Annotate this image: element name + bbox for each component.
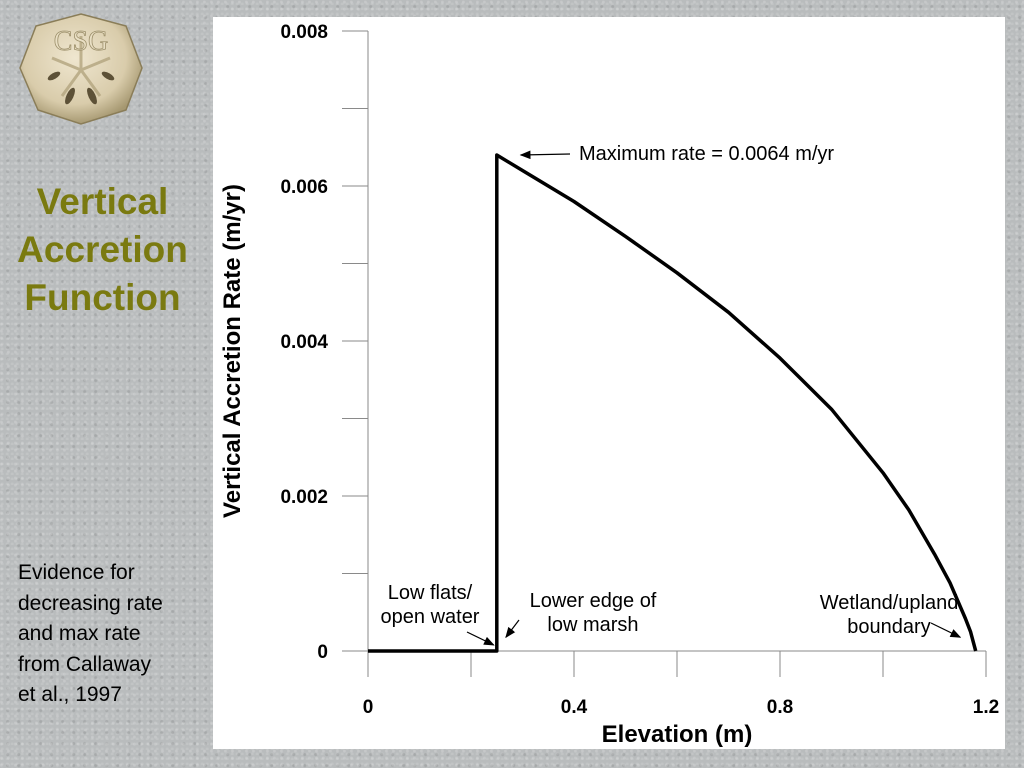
annotation-arrow-1 [519, 150, 571, 160]
annotation-line: low marsh [547, 614, 638, 636]
x-axis-title: Elevation (m) [602, 721, 753, 748]
x-tick-label: 0.8 [767, 697, 793, 718]
annotation-text-2: Low flats/open water [381, 582, 480, 628]
slide-title: Vertical Accretion Function [17, 181, 188, 318]
x-tick-label: 1.2 [973, 697, 999, 718]
annotation-text-1: Maximum rate = 0.0064 m/yr [579, 143, 834, 165]
annotation-line: Low flats/ [388, 582, 473, 604]
annotation-arrow-3 [505, 619, 520, 639]
y-tick-label: 0.002 [280, 487, 328, 508]
annotation-text-3: Lower edge of low marsh [530, 590, 657, 636]
y-axis-title: Vertical Accretion Rate (m/yr) [219, 184, 246, 518]
y-tick-label: 0.004 [280, 332, 328, 353]
annotation-arrow-2 [466, 631, 495, 646]
annotation-line: Wetland/upland [820, 592, 959, 614]
annotation-line: boundary [847, 616, 930, 638]
x-tick-label: 0.4 [561, 697, 588, 718]
annotation-line: open water [381, 606, 480, 628]
chart-panel: 0 0.002 0.004 0.006 0.008 0 0.4 0.8 1.2 Elevation… [213, 17, 1005, 749]
source-note: Evidence for decreasing rate and max rat… [18, 561, 163, 706]
accretion-chart: 0 0.002 0.004 0.006 0.008 0 0.4 0.8 1.2 Elevation… [219, 22, 999, 748]
y-tick-label: 0.008 [280, 22, 328, 43]
y-tick-label: 0 [317, 642, 328, 663]
y-tick-label: 0.006 [280, 177, 328, 198]
annotation-line: Maximum rate = 0.0064 m/yr [579, 143, 834, 165]
logo-text: CSG [54, 26, 108, 57]
sand-dollar-logo: CSG [19, 13, 143, 125]
accretion-rate-line [368, 153, 978, 653]
annotation-text-4: Wetland/upland boundary [820, 592, 959, 638]
annotation-arrow-4 [930, 622, 962, 638]
annotation-line: Lower edge of [530, 590, 657, 612]
x-tick-label: 0 [363, 697, 374, 718]
